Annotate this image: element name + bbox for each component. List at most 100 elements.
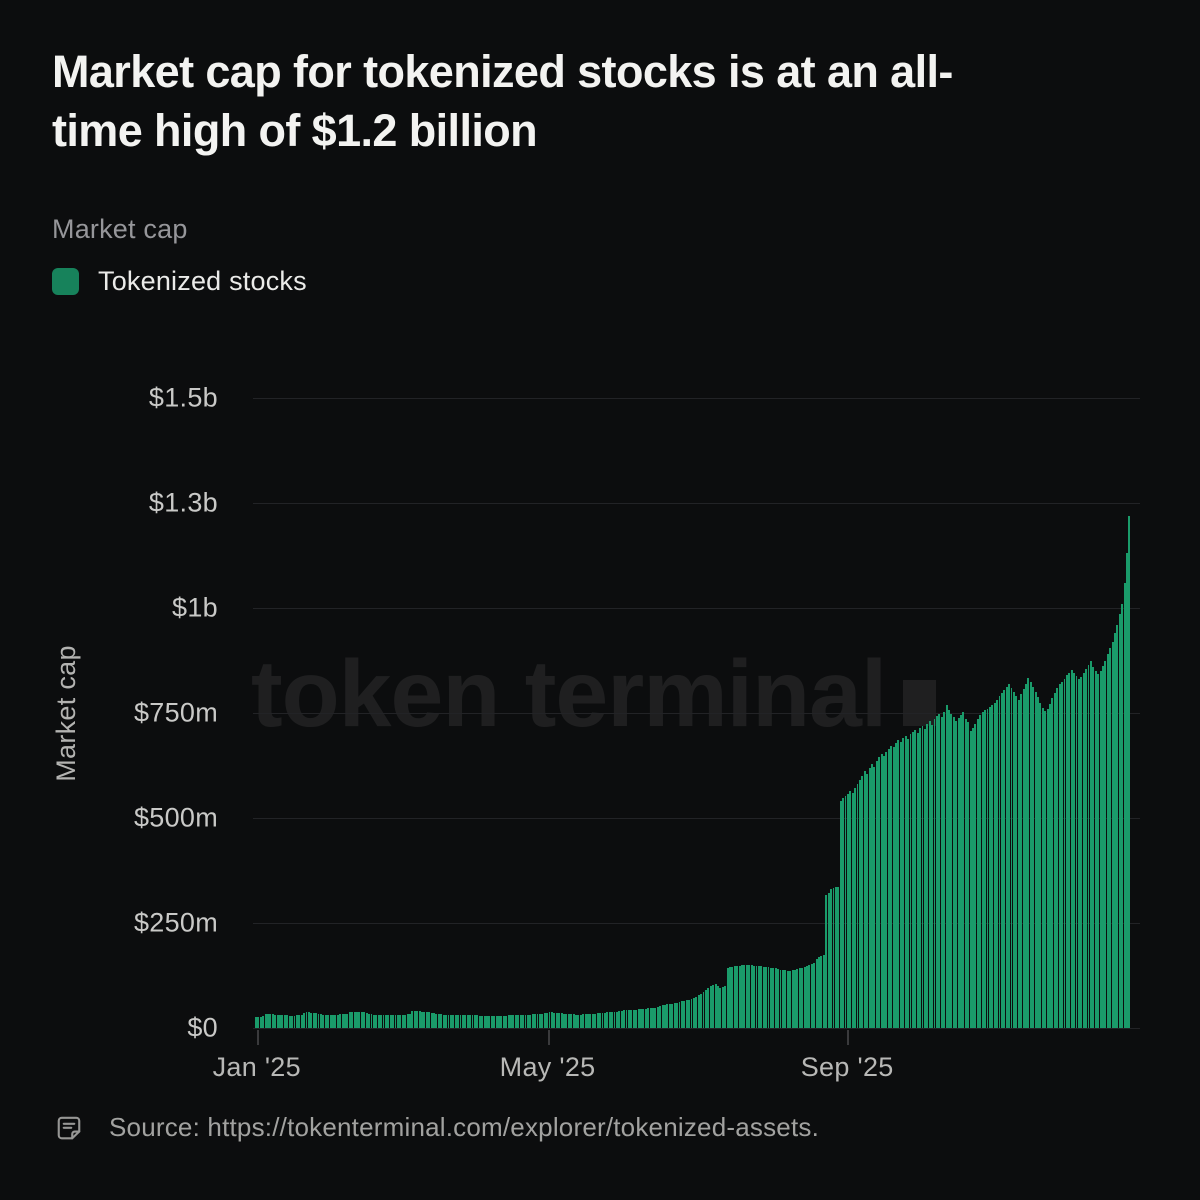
- bar: [1012, 692, 1015, 1028]
- legend-label: Tokenized stocks: [98, 266, 307, 296]
- bar: [572, 1014, 575, 1028]
- bar: [863, 770, 866, 1028]
- bar: [887, 748, 890, 1028]
- bar: [883, 755, 885, 1028]
- bar: [558, 1013, 561, 1028]
- bar: [346, 1013, 349, 1028]
- bar: [498, 1016, 500, 1028]
- bar: [647, 1008, 650, 1028]
- bar: [413, 1010, 416, 1028]
- bar: [875, 761, 878, 1028]
- bar: [1068, 672, 1071, 1028]
- bar: [425, 1012, 428, 1028]
- bar: [500, 1016, 503, 1028]
- bar: [842, 797, 845, 1028]
- bar: [757, 966, 760, 1028]
- bar: [365, 1012, 368, 1028]
- gridline: [253, 818, 1140, 819]
- bar: [1061, 681, 1063, 1028]
- bar: [717, 986, 719, 1028]
- bar: [409, 1014, 411, 1028]
- bar: [1087, 664, 1090, 1028]
- bar: [1020, 694, 1023, 1028]
- bar: [615, 1011, 618, 1028]
- bar: [854, 787, 857, 1028]
- bar: [546, 1012, 549, 1028]
- bar-series: [255, 398, 1131, 1028]
- bar: [1044, 711, 1047, 1028]
- bar: [704, 990, 707, 1028]
- bar: [1008, 684, 1011, 1028]
- bar: [707, 988, 710, 1028]
- y-tick-label: $1.5b: [148, 382, 218, 413]
- bar: [1097, 674, 1100, 1028]
- bar: [469, 1015, 472, 1028]
- bar: [902, 738, 905, 1028]
- bar: [931, 724, 934, 1028]
- bar: [892, 747, 895, 1028]
- bar: [899, 742, 902, 1028]
- bar: [798, 968, 801, 1028]
- bar: [810, 964, 813, 1028]
- bar: [594, 1013, 597, 1028]
- bar: [584, 1014, 587, 1028]
- bar: [1070, 670, 1073, 1028]
- bar: [897, 740, 900, 1028]
- bar: [295, 1015, 298, 1028]
- bar: [967, 722, 970, 1028]
- bar: [288, 1015, 291, 1028]
- bar: [948, 709, 950, 1028]
- bar: [827, 892, 830, 1028]
- bar: [731, 966, 734, 1028]
- bar: [822, 954, 825, 1028]
- bar: [370, 1014, 373, 1028]
- bar: [796, 969, 799, 1028]
- bar: [428, 1012, 431, 1028]
- bar: [490, 1016, 493, 1028]
- bar: [1089, 660, 1092, 1028]
- bar: [613, 1012, 616, 1028]
- bar: [969, 731, 972, 1028]
- y-tick-label: $1b: [172, 592, 218, 623]
- bar: [709, 986, 712, 1028]
- bar: [820, 955, 823, 1028]
- gridline: [253, 923, 1140, 924]
- bar: [974, 723, 977, 1028]
- bar: [1053, 692, 1056, 1028]
- bar: [692, 997, 695, 1028]
- bar: [976, 719, 979, 1028]
- x-axis: Jan '25 May '25 Sep '25: [213, 1028, 1131, 1088]
- bar: [885, 751, 888, 1028]
- bar: [382, 1014, 385, 1028]
- bar: [596, 1013, 599, 1028]
- bar: [856, 784, 859, 1028]
- bar: [1058, 684, 1061, 1028]
- bar: [738, 965, 741, 1028]
- bar: [714, 983, 717, 1028]
- bar: [575, 1014, 577, 1028]
- title-line-2: time high of $1.2 billion: [52, 105, 538, 156]
- bar: [259, 1016, 262, 1028]
- bar: [303, 1012, 306, 1028]
- bar: [781, 970, 784, 1028]
- bar: [536, 1014, 539, 1028]
- bar: [553, 1012, 556, 1028]
- bar: [529, 1014, 532, 1028]
- bar: [743, 965, 746, 1028]
- bar: [806, 965, 808, 1028]
- bar: [784, 970, 787, 1028]
- bar: [952, 717, 955, 1028]
- note-icon: [57, 1116, 81, 1139]
- page-title: Market cap for tokenized stocks is at an…: [52, 42, 1172, 160]
- bar: [461, 1015, 464, 1028]
- y-tick-label: $250m: [133, 907, 218, 938]
- bar: [457, 1014, 460, 1028]
- bar: [421, 1011, 423, 1028]
- gridline: [253, 608, 1140, 609]
- bar: [868, 768, 871, 1028]
- bar: [526, 1014, 529, 1028]
- bar: [377, 1014, 380, 1028]
- bar: [372, 1014, 375, 1028]
- bar: [579, 1014, 582, 1028]
- bar: [938, 713, 941, 1028]
